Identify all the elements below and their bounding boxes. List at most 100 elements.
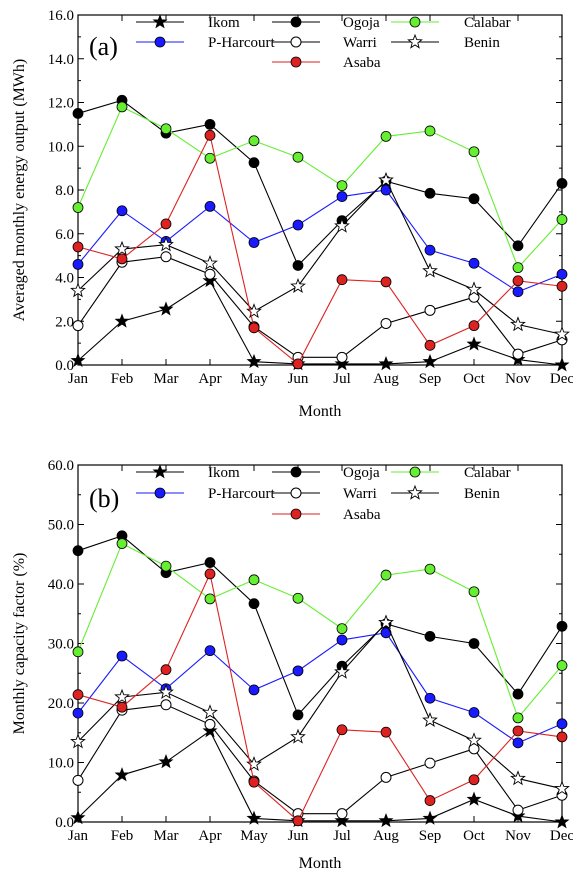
legend-label: Ikom: [208, 465, 240, 481]
legend-marker: [154, 36, 166, 48]
legend-item-asaba: Asaba: [272, 507, 381, 523]
x-tick-label: Dec: [550, 828, 573, 844]
legend-marker: [290, 16, 302, 28]
data-point-ogoja: [424, 630, 436, 642]
data-point-benin: [334, 663, 350, 679]
y-tick-label: 6.0: [55, 227, 74, 243]
data-point-p-harcourt: [292, 219, 304, 231]
x-tick-label: Mar: [154, 828, 179, 844]
x-tick-label: May: [240, 371, 268, 387]
data-point-calabar: [204, 152, 216, 164]
x-tick-label: Jun: [288, 828, 309, 844]
data-point-asaba: [72, 241, 84, 253]
data-point-ikom: [202, 272, 218, 288]
data-point-warri: [160, 699, 172, 711]
data-point-calabar: [292, 592, 304, 604]
legend-label: Calabar: [464, 15, 511, 31]
data-point-calabar: [72, 202, 84, 213]
series-line-ogoja: [77, 535, 563, 716]
data-point-asaba: [512, 275, 524, 287]
data-point-asaba: [424, 339, 436, 351]
x-tick-label: Dec: [550, 371, 573, 387]
data-point-ikom: [114, 767, 130, 782]
legend-item-ogoja: Ogoja: [272, 465, 380, 481]
legend: Ikom Ogoja Calabar P-Harcourt Warri Benin Asab…: [136, 464, 511, 523]
data-point-ikom: [466, 791, 482, 806]
data-point-calabar: [248, 135, 260, 147]
data-point-benin: [334, 217, 350, 233]
data-point-calabar: [380, 569, 392, 581]
y-tick-label: 12.0: [48, 96, 74, 112]
legend-item-asaba: Asaba: [272, 55, 381, 71]
panel-label: (a): [89, 32, 118, 61]
y-tick-label: 60.0: [48, 458, 74, 474]
data-point-benin: [70, 282, 86, 298]
data-point-ogoja: [468, 638, 480, 649]
data-point-ogoja: [424, 187, 436, 199]
legend-label: Ogoja: [343, 465, 380, 481]
data-point-calabar: [512, 262, 524, 274]
data-point-benin: [290, 728, 306, 744]
data-point-asaba: [556, 280, 568, 292]
data-point-ogoja: [512, 240, 524, 252]
series-line-ikom: [77, 730, 563, 823]
legend-label: Calabar: [464, 465, 511, 481]
series-line-asaba: [77, 572, 563, 822]
data-point-p-harcourt: [116, 650, 128, 662]
y-tick-label: 50.0: [48, 518, 74, 534]
y-tick-label: 2.0: [55, 314, 74, 330]
y-tick-label: 0.0: [55, 358, 74, 374]
data-point-benin: [158, 684, 174, 699]
plot-frame: [77, 14, 563, 366]
legend-label: Warri: [343, 486, 377, 502]
data-point-ikom: [422, 810, 438, 825]
data-point-ikom: [246, 353, 262, 369]
data-point-p-harcourt: [512, 737, 524, 749]
legend-item-ikom: Ikom: [136, 14, 240, 31]
data-point-ikom: [202, 723, 218, 738]
data-point-asaba: [336, 724, 348, 736]
data-point-benin: [290, 277, 306, 293]
data-point-p-harcourt: [512, 286, 524, 298]
data-point-asaba: [556, 731, 568, 743]
series-line-asaba: [77, 133, 563, 365]
data-point-calabar: [424, 563, 436, 575]
legend-item-p-harcourt: P-Harcourt: [136, 486, 275, 502]
data-point-calabar: [556, 214, 568, 225]
data-point-ikom: [554, 357, 570, 372]
data-point-warri: [380, 317, 392, 329]
data-point-asaba: [512, 725, 524, 737]
x-tick-label: May: [240, 828, 268, 844]
y-tick-label: 14.0: [48, 52, 74, 68]
panel-label: (b): [89, 484, 119, 513]
legend-item-calabar: Calabar: [391, 15, 511, 31]
data-point-asaba: [336, 274, 348, 286]
data-point-ogoja: [468, 193, 480, 205]
data-point-benin: [422, 711, 438, 727]
data-point-warri: [512, 348, 524, 360]
x-tick-label: Oct: [463, 371, 485, 387]
data-point-calabar: [292, 151, 304, 163]
data-point-calabar: [380, 131, 392, 142]
series-ogoja: [72, 94, 568, 271]
legend-marker: [290, 36, 302, 48]
data-point-calabar: [468, 146, 480, 158]
data-point-asaba: [248, 776, 260, 788]
data-point-warri: [380, 771, 392, 783]
data-point-ogoja: [248, 157, 260, 169]
legend-item-p-harcourt: P-Harcourt: [136, 35, 275, 51]
data-point-calabar: [336, 180, 348, 192]
legend-item-warri: Warri: [272, 486, 377, 502]
data-point-ikom: [158, 754, 174, 769]
data-point-calabar: [248, 574, 260, 586]
data-point-asaba: [292, 815, 304, 827]
data-point-calabar: [512, 712, 524, 724]
series-line-p-harcourt: [77, 189, 563, 293]
data-point-benin: [70, 733, 86, 749]
data-point-warri: [336, 351, 348, 363]
data-point-p-harcourt: [248, 684, 260, 696]
x-tick-label: Feb: [111, 371, 134, 387]
data-point-ikom: [246, 810, 262, 825]
data-point-calabar: [468, 586, 480, 598]
data-point-ikom: [114, 313, 130, 328]
